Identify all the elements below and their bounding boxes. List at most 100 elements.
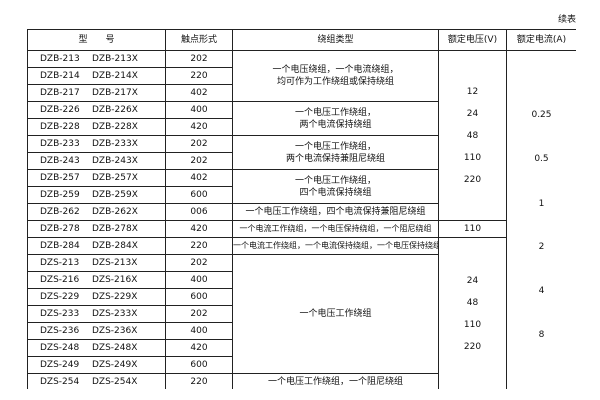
model-name-x: DZB-278X	[92, 224, 138, 234]
model-name: DZB-262	[40, 207, 80, 217]
model-cell: DZB-278 DZB-278X	[27, 220, 166, 238]
table-row: DZB-213 DZB-213X 202 一个电压绕组，一个电流绕组， 均可作为工作绕组…	[27, 50, 576, 389]
winding-cell: 一个电压工作绕组，一个阻尼绕组	[232, 373, 439, 389]
winding-cell: 一个电压工作绕组，四个电流保持兼阻尼绕组	[232, 203, 439, 221]
model-name: DZS-233	[40, 309, 80, 319]
model-name: DZB-278	[40, 224, 80, 234]
model-cell: DZS-233 DZS-233X	[27, 305, 166, 323]
current-value: 1	[538, 199, 545, 209]
winding-text: 一个电压工作绕组	[299, 309, 372, 319]
table-row: DZB-217 DZB-217X 402	[27, 84, 577, 102]
model-name-x: DZB-259X	[92, 190, 138, 200]
model-name: DZB-214	[40, 71, 80, 81]
current-value: 4	[538, 286, 545, 296]
model-name-x: DZB-228X	[92, 122, 138, 132]
winding-text: 四个电流保持绕组	[299, 187, 372, 198]
model-cell: DZS-254 DZS-254X	[27, 373, 166, 389]
contact-cell: 220	[165, 237, 233, 255]
contact-cell: 202	[165, 152, 233, 170]
contact-cell: 600	[165, 186, 233, 204]
model-name: DZS-216	[40, 275, 80, 285]
model-name-x: DZB-262X	[92, 207, 138, 217]
contact-cell: 202	[165, 50, 233, 68]
model-name-x: DZS-216X	[92, 275, 138, 285]
model-name: DZB-213	[40, 54, 80, 64]
voltage-value: 12	[466, 86, 479, 97]
model-cell: DZB-228 DZB-228X	[27, 118, 166, 136]
model-name: DZB-243	[40, 156, 80, 166]
header-row: 型 号 触点形式 绕组类型 额定电压(V) 额定电流(A)	[27, 29, 576, 51]
model-name: DZB-233	[40, 139, 80, 149]
table-row: DZS-248 DZS-248X 420	[27, 339, 577, 357]
table-row: DZS-233 DZS-233X 202	[27, 305, 577, 323]
winding-cell: 一个电压工作绕组， 两个电流保持兼阻尼绕组	[232, 135, 439, 170]
model-name: DZB-257	[40, 173, 80, 183]
contact-cell: 600	[165, 356, 233, 374]
model-name: DZS-254	[40, 377, 80, 387]
voltage-value: 110	[463, 320, 482, 330]
model-name: DZB-259	[40, 190, 80, 200]
model-name-x: DZS-254X	[92, 377, 138, 387]
model-name-x: DZS-213X	[92, 258, 138, 268]
model-name-x: DZB-243X	[92, 156, 138, 166]
model-name-x: DZS-229X	[92, 292, 138, 302]
contact-cell: 402	[165, 169, 233, 187]
model-name: DZS-213	[40, 258, 80, 268]
continued-label: 续表	[557, 15, 576, 25]
current-cell: 0.25 0.5 1 2 4 8	[506, 50, 576, 389]
relay-spec-table-container: 型 号 触点形式 绕组类型 额定电压(V) 额定电流(A) DZB-213 DZB…	[27, 29, 576, 389]
header-contact: 触点形式	[165, 29, 233, 51]
model-cell: DZB-233 DZB-233X	[27, 135, 166, 153]
contact-cell: 220	[165, 67, 233, 85]
table-row: DZS-236 DZS-236X 400	[27, 322, 577, 340]
model-name-x: DZB-213X	[92, 54, 138, 64]
voltage-value: 48	[466, 298, 479, 308]
model-cell: DZS-236 DZS-236X	[27, 322, 166, 340]
relay-spec-table: 型 号 触点形式 绕组类型 额定电压(V) 额定电流(A) DZB-213 DZB…	[27, 29, 576, 389]
table-row: DZS-213 DZS-213X 202 一个电压工作绕组	[27, 254, 577, 374]
winding-cell: 一个电流工作绕组，一个电压保持绕组，一个阻尼绕组	[232, 220, 439, 238]
winding-text: 两个电流保持绕组	[299, 119, 372, 130]
contact-cell: 202	[165, 254, 233, 272]
winding-text: 一个电压工作绕组，	[294, 107, 376, 118]
contact-cell: 400	[165, 271, 233, 289]
model-name: DZS-248	[40, 343, 80, 353]
contact-cell: 420	[165, 220, 233, 238]
model-name-x: DZB-257X	[92, 173, 138, 183]
winding-cell: 一个电流工作绕组，一个电流保持绕组，一个电压保持绕组	[232, 237, 439, 255]
model-cell: DZB-214 DZB-214X	[27, 67, 166, 85]
model-name-x: DZS-248X	[92, 343, 138, 353]
contact-cell: 400	[165, 322, 233, 340]
voltage-value: 220	[463, 174, 482, 185]
model-cell: DZB-284 DZB-284X	[27, 237, 166, 255]
contact-cell: 420	[165, 339, 233, 357]
contact-cell: 400	[165, 101, 233, 119]
contact-cell: 220	[165, 373, 233, 389]
model-cell: DZS-249 DZS-249X	[27, 356, 166, 374]
voltage-cell: 12 24 48 110 220	[438, 50, 507, 221]
header-model: 型 号	[27, 29, 166, 51]
contact-cell: 006	[165, 203, 233, 221]
model-cell: DZB-243 DZB-243X	[27, 152, 166, 170]
voltage-value: 110	[463, 152, 482, 163]
winding-text: 均可作为工作绕组或保持绕组	[276, 77, 394, 87]
model-cell: DZS-248 DZS-248X	[27, 339, 166, 357]
model-name: DZS-229	[40, 292, 80, 302]
winding-cell: 一个电压工作绕组	[232, 254, 439, 374]
model-name: DZB-284	[40, 241, 80, 251]
current-value: 0.5	[534, 154, 549, 164]
voltage-cell: 110	[438, 220, 507, 238]
table-row: DZS-216 DZS-216X 400	[27, 271, 577, 289]
model-name: DZB-228	[40, 122, 80, 132]
table-row: DZB-284 DZB-284X 220 一个电流工作绕组，一个电流保持绕组，一个电压…	[27, 237, 577, 389]
voltage-value: 220	[463, 342, 482, 352]
header-winding: 绕组类型	[232, 29, 439, 51]
winding-cell: 一个电压工作绕组， 两个电流保持绕组	[232, 101, 439, 136]
table-row: DZB-257 DZB-257X 402 一个电压工作绕组， 四个电流保持绕组	[27, 169, 577, 204]
winding-text: 一个电流工作绕组，一个电压保持绕组，一个阻尼绕组	[239, 224, 432, 233]
model-name-x: DZB-226X	[92, 105, 138, 115]
model-name-x: DZS-236X	[92, 326, 138, 336]
contact-cell: 202	[165, 305, 233, 323]
table-row: DZB-278 DZB-278X 420 一个电流工作绕组，一个电压保持绕组，一个阻尼…	[27, 220, 577, 238]
model-cell: DZB-213 DZB-213X	[27, 50, 166, 68]
